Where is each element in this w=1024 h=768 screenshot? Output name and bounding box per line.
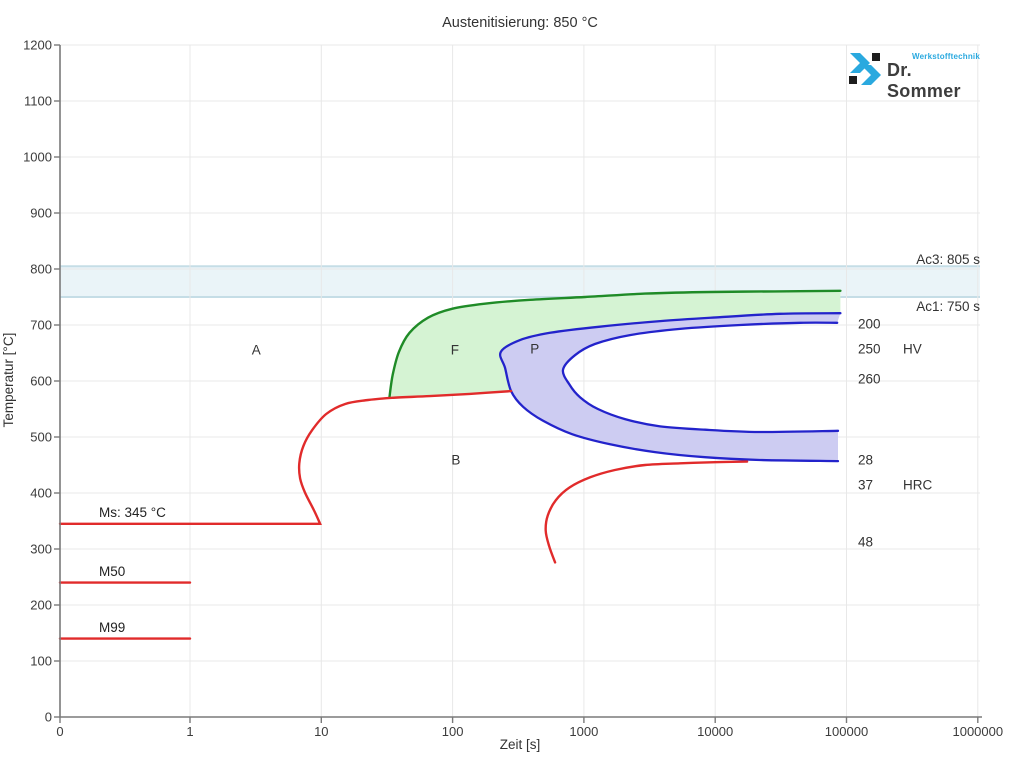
perlite-outer-curve — [499, 312, 842, 463]
ac-band — [60, 265, 980, 298]
bainite-finish-curve — [544, 460, 749, 564]
y-axis-label: Temperatur [°C] — [1, 332, 16, 428]
logo-brand: Dr. Sommer — [887, 60, 961, 101]
logo-tagline: Werkstofftechnik — [912, 52, 980, 61]
axis-layer — [54, 44, 982, 723]
phase-regions — [388, 290, 841, 462]
curves-layer — [58, 289, 842, 640]
x-axis-label: Zeit [s] — [499, 737, 541, 752]
perlite-inner-curve — [561, 321, 840, 434]
logo: Werkstofftechnik Dr. Sommer — [846, 50, 986, 101]
perlite-region-fill — [500, 313, 841, 462]
chart-title: Austenitisierung: 850 °C — [442, 15, 598, 31]
ferrite-start-curve — [388, 289, 842, 399]
ac1-annotation: Ac1: 750 s — [916, 299, 980, 314]
ac3-annotation: Ac3: 805 s — [916, 252, 980, 267]
bainite-start-curve — [58, 389, 513, 525]
logo-icon — [849, 53, 881, 85]
ferrite-region-fill — [388, 290, 841, 398]
